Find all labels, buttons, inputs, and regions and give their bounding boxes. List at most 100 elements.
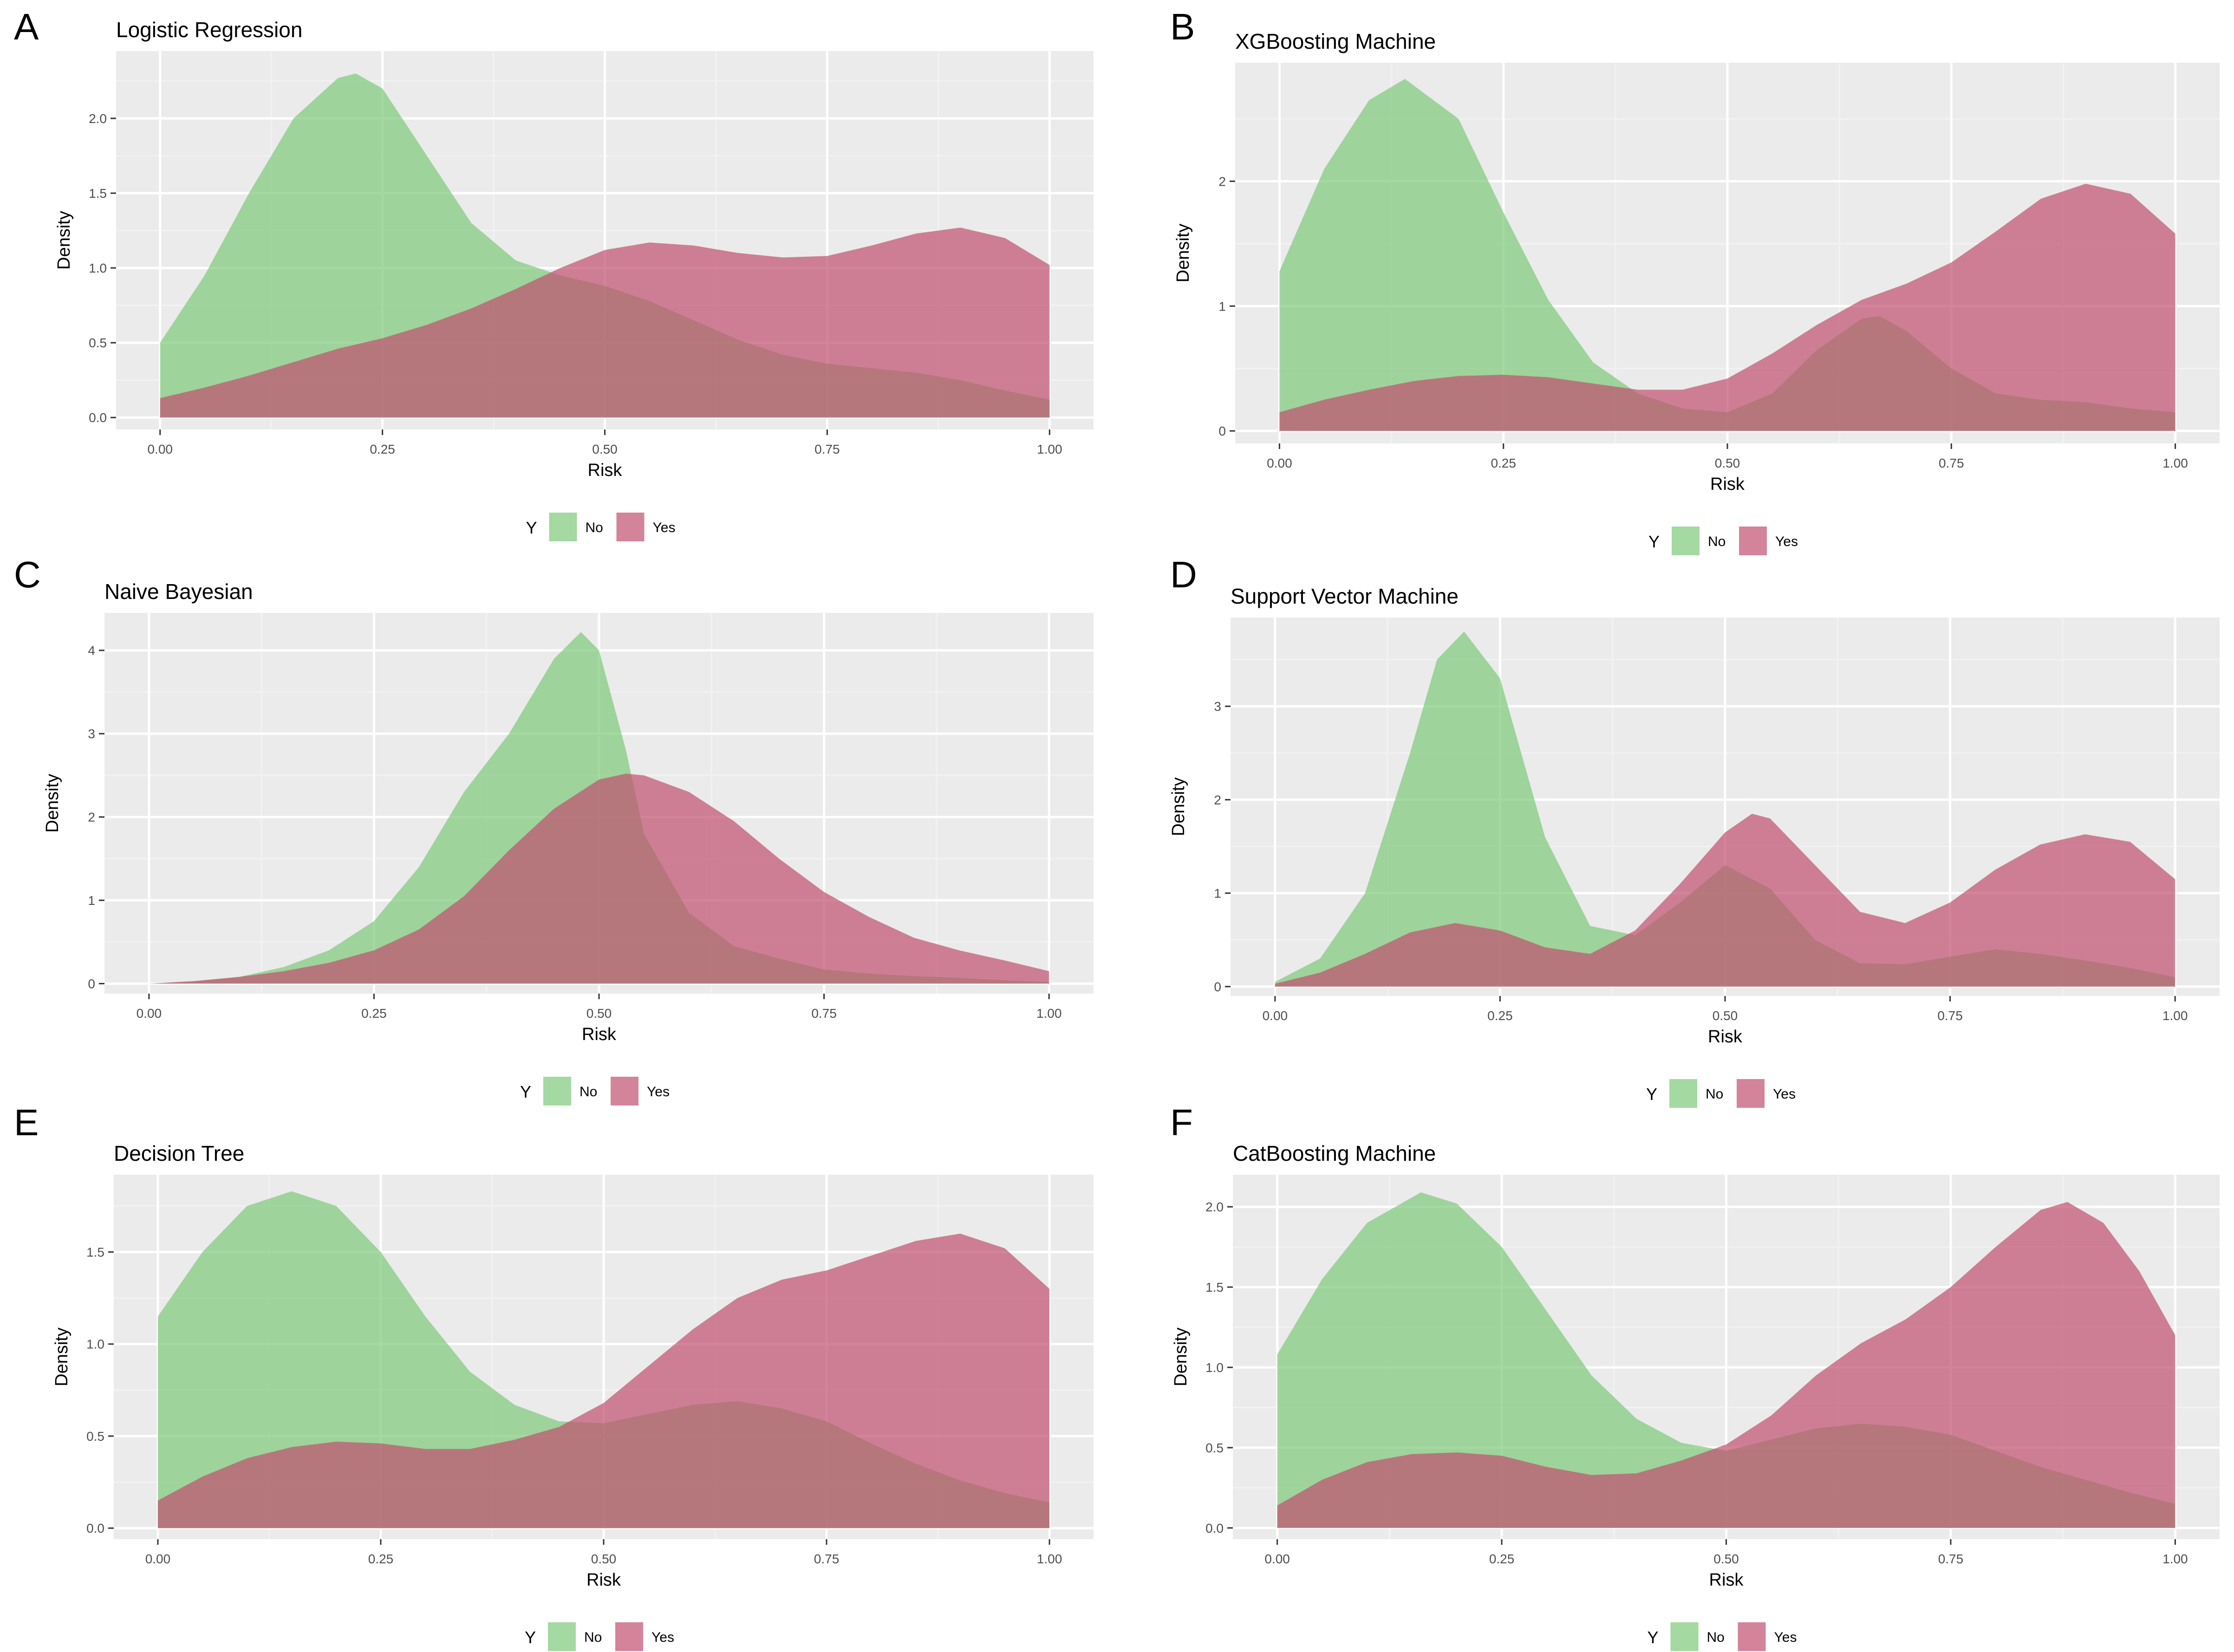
legend-key-yes bbox=[615, 1622, 643, 1651]
x-tick-label: 0.00 bbox=[147, 442, 173, 456]
y-axis-title: Density bbox=[54, 211, 74, 270]
legend-label-no: No bbox=[580, 1084, 597, 1099]
x-tick-label: 0.25 bbox=[1491, 456, 1516, 470]
y-tick-label: 1.5 bbox=[1205, 1280, 1224, 1294]
x-tick-label: 0.00 bbox=[145, 1552, 171, 1566]
density-area-yes bbox=[1277, 1202, 2175, 1528]
panel-label: F bbox=[1170, 1102, 1193, 1143]
panel-label: B bbox=[1170, 6, 1195, 47]
x-tick-label: 0.25 bbox=[368, 1552, 394, 1566]
legend-label-no: No bbox=[1708, 534, 1726, 549]
legend-label-no: No bbox=[586, 520, 603, 535]
legend: Y No Yes bbox=[1646, 1079, 1796, 1108]
chart-panel-c: C Naive Bayesian 0.00 0.25 0.50 0.75 1.00 0 1 2 3 4… bbox=[14, 554, 1094, 1106]
chart-title: Decision Tree bbox=[114, 1141, 244, 1165]
y-tick-label: 1 bbox=[1214, 886, 1221, 901]
y-tick-label: 2.0 bbox=[1205, 1200, 1224, 1214]
legend-label-yes: Yes bbox=[1774, 1630, 1797, 1645]
x-tick-label: 0.00 bbox=[1267, 456, 1292, 470]
y-tick-label: 0.0 bbox=[89, 410, 107, 425]
y-tick-label: 0 bbox=[88, 976, 95, 991]
legend-key-yes bbox=[1738, 1622, 1766, 1651]
panel-label: A bbox=[14, 6, 39, 47]
legend-title: Y bbox=[1648, 1628, 1659, 1647]
x-tick-label: 0.50 bbox=[592, 442, 618, 456]
y-tick-label: 1.0 bbox=[86, 1337, 104, 1352]
y-tick-label: 0.5 bbox=[89, 336, 107, 350]
x-tick-label: 0.25 bbox=[1487, 1008, 1513, 1023]
x-tick-label: 1.00 bbox=[1037, 1552, 1062, 1566]
x-tick-label: 0.50 bbox=[1715, 456, 1740, 470]
x-axis-title: Risk bbox=[588, 461, 623, 480]
y-tick-label: 3 bbox=[88, 727, 95, 741]
y-tick-label: 1.0 bbox=[1205, 1360, 1224, 1375]
legend: Y No Yes bbox=[520, 1077, 670, 1106]
y-tick-label: 1 bbox=[1218, 299, 1226, 313]
panel-label: E bbox=[14, 1102, 39, 1143]
density-area-yes bbox=[149, 774, 1049, 984]
legend-label-yes: Yes bbox=[651, 1630, 674, 1645]
legend-title: Y bbox=[526, 518, 537, 537]
x-axis-title: Risk bbox=[586, 1570, 621, 1590]
x-axis-title: Risk bbox=[1709, 1570, 1744, 1590]
legend-title: Y bbox=[525, 1628, 536, 1647]
density-area-yes bbox=[160, 228, 1050, 418]
legend-title: Y bbox=[1648, 532, 1660, 551]
density-area-no bbox=[1279, 79, 2175, 431]
legend-key-yes bbox=[611, 1077, 638, 1106]
chart-title: Logistic Regression bbox=[116, 18, 302, 42]
x-tick-label: 0.50 bbox=[591, 1552, 617, 1566]
legend-key-no bbox=[1670, 1622, 1699, 1651]
y-tick-label: 0.0 bbox=[86, 1521, 104, 1535]
y-tick-label: 2 bbox=[1218, 174, 1226, 189]
x-tick-label: 0.00 bbox=[137, 1006, 162, 1021]
x-tick-label: 0.50 bbox=[1713, 1008, 1738, 1023]
x-tick-label: 0.75 bbox=[1939, 456, 1964, 470]
legend-key-no bbox=[1672, 527, 1700, 555]
y-tick-label: 1.5 bbox=[86, 1245, 104, 1260]
x-tick-label: 0.75 bbox=[1937, 1008, 1963, 1023]
x-tick-label: 0.75 bbox=[811, 1006, 837, 1021]
legend-key-yes bbox=[616, 513, 645, 541]
chart-title: Support Vector Machine bbox=[1231, 584, 1459, 608]
chart-title: CatBoosting Machine bbox=[1233, 1141, 1436, 1165]
legend: Y No Yes bbox=[526, 513, 676, 541]
y-tick-label: 0 bbox=[1218, 424, 1226, 438]
density-area-yes bbox=[1279, 183, 2175, 431]
y-tick-label: 2 bbox=[88, 810, 95, 825]
legend-key-no bbox=[543, 1077, 571, 1106]
chart-panel-e: E Decision Tree 0.00 0.25 0.50 0.75 1.00 0.0 0.5… bbox=[14, 1102, 1094, 1651]
y-axis-title: Density bbox=[1169, 777, 1188, 836]
x-tick-label: 1.00 bbox=[2162, 1008, 2188, 1023]
legend-key-no bbox=[549, 513, 577, 541]
legend-label-yes: Yes bbox=[1775, 534, 1798, 549]
x-tick-label: 0.00 bbox=[1263, 1008, 1288, 1023]
x-tick-label: 0.75 bbox=[814, 442, 840, 456]
chart-panel-b: B XGBoosting Machine 0.00 0.25 0.50 0.75 1.00 0… bbox=[1170, 6, 2220, 555]
x-tick-label: 0.25 bbox=[370, 442, 395, 456]
legend-label-yes: Yes bbox=[653, 520, 676, 535]
y-tick-label: 1.0 bbox=[89, 261, 107, 275]
chart-title: XGBoosting Machine bbox=[1235, 29, 1436, 53]
density-area-no bbox=[160, 73, 1050, 418]
x-tick-label: 0.25 bbox=[1489, 1552, 1515, 1566]
panel-label: C bbox=[14, 554, 41, 595]
y-tick-label: 2.0 bbox=[89, 111, 107, 126]
x-tick-label: 1.00 bbox=[1037, 442, 1062, 456]
x-tick-label: 1.00 bbox=[2162, 456, 2188, 470]
legend-key-yes bbox=[1737, 1079, 1765, 1108]
legend-title: Y bbox=[520, 1082, 531, 1101]
y-axis-title: Density bbox=[1171, 1327, 1191, 1386]
legend: Y No Yes bbox=[1648, 527, 1798, 555]
x-tick-label: 0.25 bbox=[361, 1006, 387, 1021]
y-tick-label: 1.5 bbox=[89, 186, 107, 201]
y-tick-label: 0.0 bbox=[1205, 1521, 1224, 1535]
legend-label-no: No bbox=[584, 1630, 602, 1645]
x-tick-label: 0.50 bbox=[586, 1006, 612, 1021]
y-axis-title: Density bbox=[1173, 224, 1193, 283]
x-tick-label: 1.00 bbox=[1036, 1006, 1062, 1021]
y-tick-label: 4 bbox=[88, 644, 95, 658]
density-area-yes bbox=[1275, 813, 2175, 987]
x-tick-label: 0.75 bbox=[814, 1552, 840, 1566]
x-tick-label: 1.00 bbox=[2162, 1552, 2188, 1566]
